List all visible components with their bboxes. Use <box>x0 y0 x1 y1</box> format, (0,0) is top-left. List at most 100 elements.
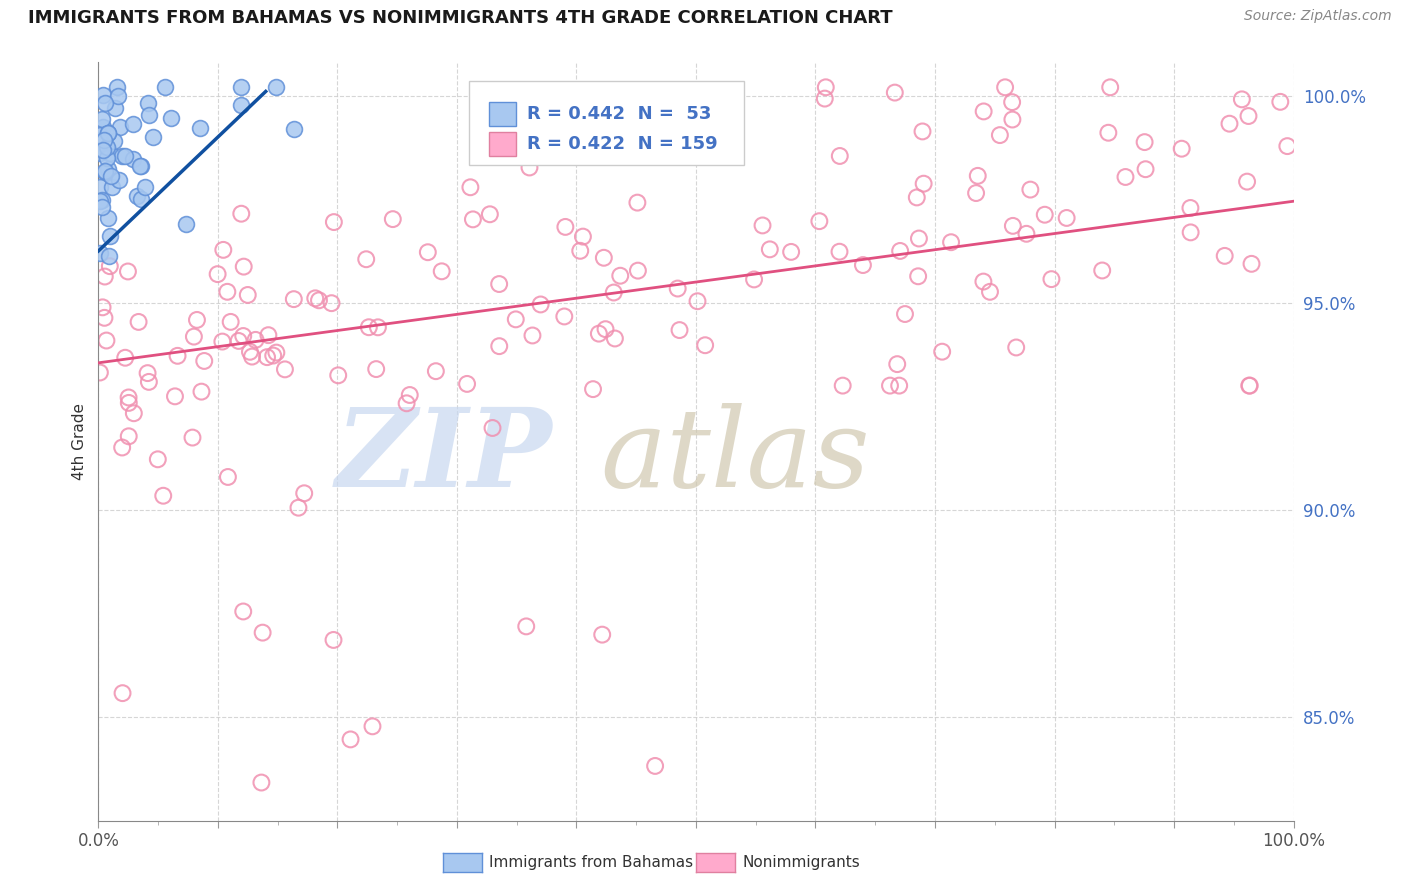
Point <box>1001 219 1024 233</box>
Point <box>644 759 666 773</box>
Point <box>105 80 128 95</box>
Point <box>163 389 186 403</box>
Point <box>1213 249 1236 263</box>
Point <box>1015 227 1038 241</box>
Point <box>366 362 388 376</box>
Point <box>117 264 139 278</box>
Point <box>1056 211 1078 225</box>
Point <box>117 391 139 405</box>
Text: IMMIGRANTS FROM BAHAMAS VS NONIMMIGRANTS 4TH GRADE CORRELATION CHART: IMMIGRANTS FROM BAHAMAS VS NONIMMIGRANTS… <box>28 9 893 27</box>
Text: Immigrants from Bahamas: Immigrants from Bahamas <box>489 855 693 870</box>
Point <box>1019 183 1042 197</box>
Point <box>89 366 111 380</box>
Point <box>212 243 235 257</box>
Point <box>1114 169 1136 184</box>
Point <box>879 378 901 392</box>
Point <box>1277 139 1299 153</box>
Point <box>1001 112 1024 127</box>
FancyBboxPatch shape <box>470 81 744 165</box>
Point <box>90 193 112 207</box>
Point <box>381 212 404 227</box>
Point <box>1091 263 1114 277</box>
Text: R = 0.422  N = 159: R = 0.422 N = 159 <box>527 136 718 153</box>
Point <box>118 429 141 443</box>
Point <box>231 207 253 221</box>
Point <box>103 134 125 148</box>
Point <box>232 329 254 343</box>
Point <box>911 124 934 138</box>
Point <box>229 80 252 95</box>
Point <box>193 354 215 368</box>
Point <box>304 291 326 305</box>
Point <box>97 127 120 141</box>
Point <box>328 368 350 383</box>
Point <box>889 244 911 258</box>
Point <box>1040 272 1063 286</box>
Point <box>742 272 765 286</box>
Point <box>1239 378 1261 392</box>
Point <box>591 627 613 641</box>
Point <box>118 396 141 410</box>
Point <box>257 328 280 343</box>
Point <box>939 235 962 250</box>
Point <box>94 164 117 178</box>
Point <box>97 211 120 225</box>
Point <box>361 719 384 733</box>
Point <box>522 328 544 343</box>
Point <box>236 288 259 302</box>
Point <box>93 133 115 147</box>
Point <box>907 269 929 284</box>
Point <box>979 285 1001 299</box>
Point <box>131 192 153 206</box>
Point <box>207 267 229 281</box>
Point <box>1097 126 1119 140</box>
Point <box>91 200 114 214</box>
Point <box>108 173 131 187</box>
Point <box>181 431 204 445</box>
Point <box>666 281 689 295</box>
Y-axis label: 4th Grade: 4th Grade <box>72 403 87 480</box>
Point <box>1001 95 1024 110</box>
Point <box>114 351 136 365</box>
Point <box>530 297 553 311</box>
Point <box>931 344 953 359</box>
Point <box>142 130 165 145</box>
Point <box>1230 92 1253 106</box>
Point <box>973 104 995 119</box>
Point <box>100 169 122 183</box>
Point <box>1170 142 1192 156</box>
Point <box>828 244 851 259</box>
Point <box>186 313 208 327</box>
FancyBboxPatch shape <box>489 102 516 126</box>
Point <box>592 251 614 265</box>
Point <box>322 632 344 647</box>
Point <box>554 219 576 234</box>
Point <box>138 108 160 122</box>
Point <box>252 625 274 640</box>
Point <box>1180 201 1202 215</box>
Point <box>89 194 111 209</box>
Point <box>852 258 875 272</box>
Point <box>322 215 344 229</box>
Point <box>128 315 150 329</box>
Point <box>94 96 117 111</box>
Point <box>89 146 111 161</box>
Point <box>609 268 631 283</box>
Point <box>91 120 114 135</box>
Point <box>111 686 134 700</box>
Point <box>159 111 181 125</box>
Point <box>250 775 273 789</box>
Point <box>228 334 250 348</box>
Text: R = 0.442  N =  53: R = 0.442 N = 53 <box>527 105 711 123</box>
Point <box>994 80 1017 95</box>
Point <box>91 143 114 157</box>
Point <box>831 378 853 392</box>
Text: ZIP: ZIP <box>336 403 553 510</box>
Point <box>217 470 239 484</box>
Point <box>603 285 626 300</box>
Point <box>94 269 117 284</box>
Point <box>1180 226 1202 240</box>
Point <box>152 489 174 503</box>
Point <box>461 212 484 227</box>
Point <box>814 92 837 106</box>
